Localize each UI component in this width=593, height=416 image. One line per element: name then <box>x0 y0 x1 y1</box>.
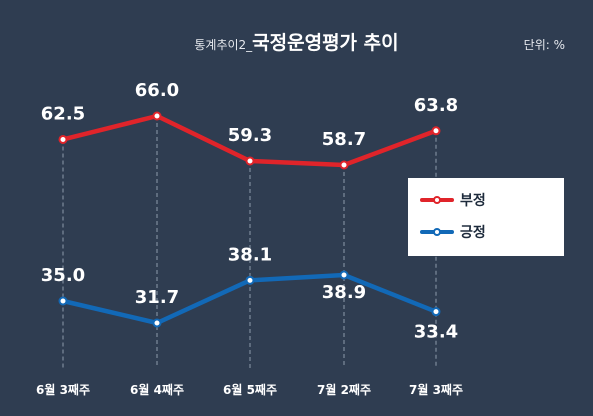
unit-label: 단위: % <box>523 38 565 52</box>
data-label-0-2: 59.3 <box>228 125 272 146</box>
legend-item-positive: 긍정 <box>420 222 486 242</box>
data-point-0-1 <box>152 111 162 121</box>
data-point-1-4 <box>431 307 441 317</box>
data-label-0-0: 62.5 <box>41 103 85 124</box>
legend-swatch-negative <box>420 190 454 210</box>
data-label-1-4: 33.4 <box>414 322 458 343</box>
legend-item-negative: 부정 <box>420 190 486 210</box>
chart-title-prefix: 통계추이2_ <box>194 38 253 52</box>
data-label-1-0: 35.0 <box>41 265 85 286</box>
data-label-1-3: 38.9 <box>322 282 366 303</box>
chart-title: 국정운영평가 추이 <box>252 32 399 54</box>
legend: 부정 긍정 <box>408 178 564 256</box>
legend-label-negative: 부정 <box>460 193 486 209</box>
data-label-1-1: 31.7 <box>135 287 179 308</box>
data-label-0-4: 63.8 <box>414 95 458 116</box>
chart-title-wrap: 통계추이2_국정운영평가 추이 <box>0 28 593 55</box>
legend-swatch-positive <box>420 222 454 242</box>
x-tick-label-1: 6월 4째주 <box>130 382 184 397</box>
x-tick-label-0: 6월 3째주 <box>36 382 90 397</box>
data-label-0-1: 66.0 <box>135 80 179 101</box>
data-point-0-3 <box>339 160 349 170</box>
data-point-0-2 <box>245 156 255 166</box>
data-point-1-2 <box>245 275 255 285</box>
data-label-0-3: 58.7 <box>322 129 366 150</box>
data-point-1-1 <box>152 318 162 328</box>
data-label-1-2: 38.1 <box>228 244 272 265</box>
legend-label-positive: 긍정 <box>460 225 486 241</box>
data-point-0-4 <box>431 126 441 136</box>
data-point-1-0 <box>58 296 68 306</box>
data-point-1-3 <box>339 270 349 280</box>
data-point-0-0 <box>58 134 68 144</box>
x-tick-label-3: 7월 2째주 <box>317 382 371 397</box>
x-tick-label-4: 7월 3째주 <box>409 382 463 397</box>
x-tick-label-2: 6월 5째주 <box>223 382 277 397</box>
